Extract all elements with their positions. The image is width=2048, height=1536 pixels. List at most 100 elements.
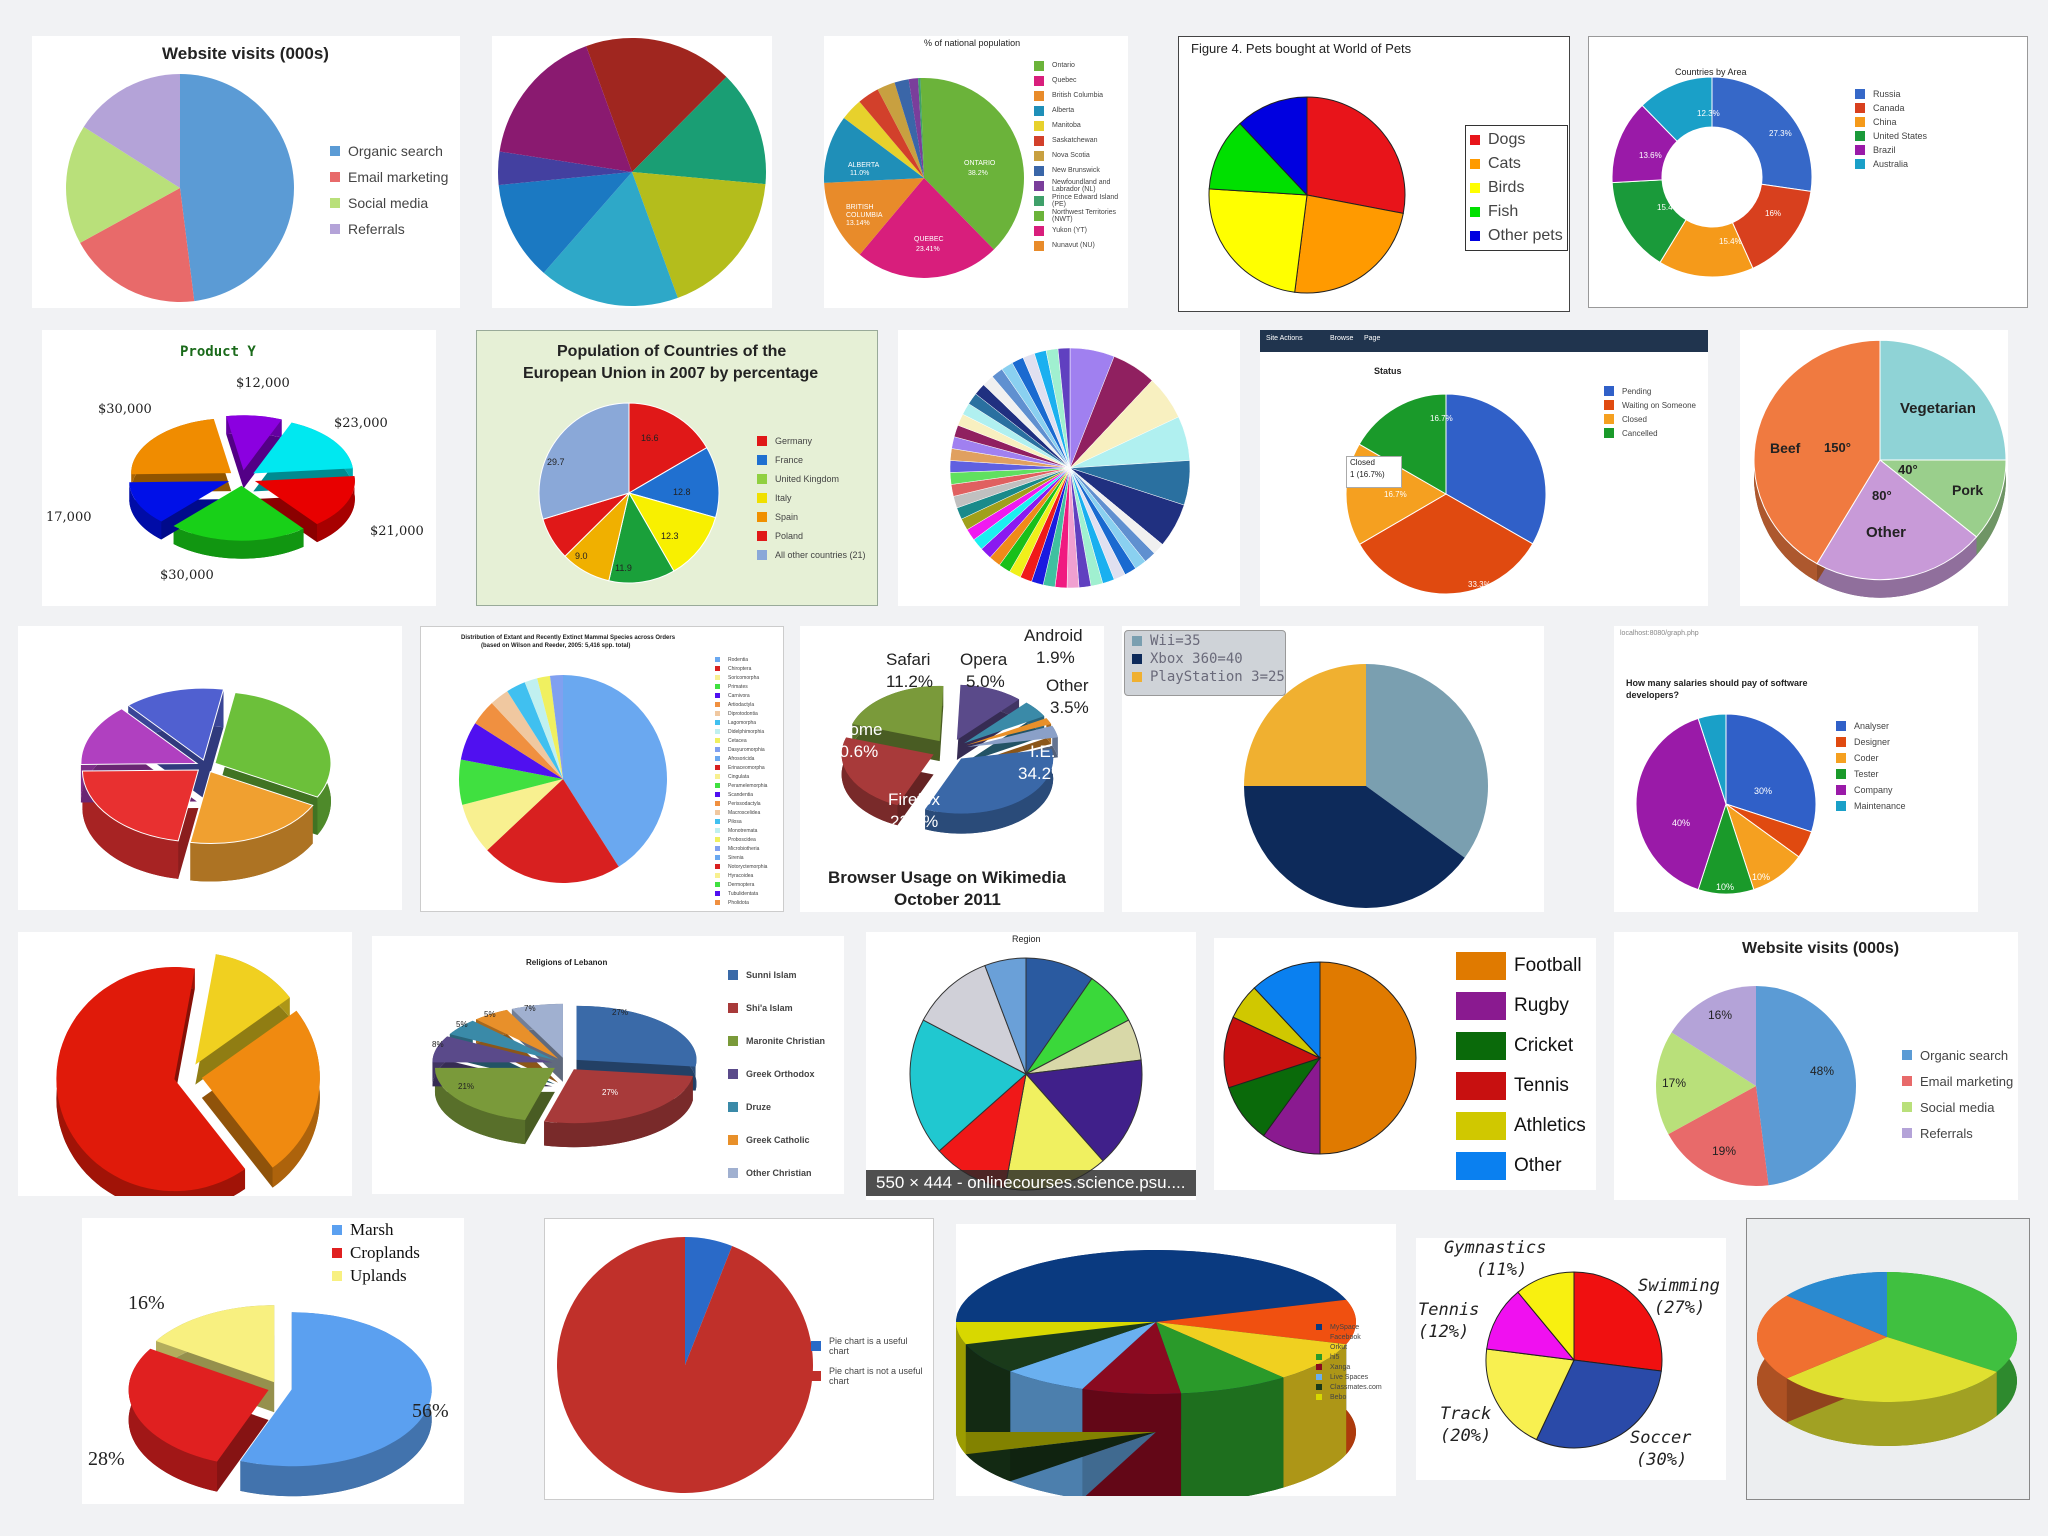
- pie-slice[interactable]: [925, 748, 1054, 814]
- pie-slice[interactable]: [201, 1010, 320, 1168]
- pie-slice[interactable]: [254, 475, 355, 525]
- pie-slice[interactable]: [966, 718, 1052, 746]
- pie-slice[interactable]: [859, 178, 994, 278]
- pie-slice[interactable]: [1671, 986, 1756, 1086]
- pie-slice[interactable]: [475, 1009, 559, 1059]
- pie-slice[interactable]: [537, 675, 563, 779]
- pie-slice[interactable]: [1208, 188, 1308, 293]
- pie-slice[interactable]: [576, 1005, 697, 1067]
- pie-slice[interactable]: [1366, 664, 1488, 858]
- pie-slice[interactable]: [173, 485, 304, 541]
- pie-slice[interactable]: [627, 492, 717, 572]
- pie-slice[interactable]: [956, 1250, 1347, 1322]
- thumb-many-slices[interactable]: [898, 330, 1240, 606]
- pie-slice[interactable]: [189, 770, 314, 844]
- thumb-region[interactable]: Region 550 × 444 - onlinecourses.science…: [866, 932, 1196, 1200]
- pie-slice[interactable]: [498, 172, 632, 273]
- pie-slice[interactable]: [1156, 1322, 1284, 1394]
- pie-slice[interactable]: [1253, 961, 1321, 1060]
- pie-slice[interactable]: [859, 89, 924, 178]
- pie-slice[interactable]: [824, 178, 924, 255]
- pie-slice[interactable]: [965, 1322, 1156, 1372]
- pie-slice[interactable]: [1082, 1322, 1182, 1394]
- pie-slice[interactable]: [511, 1003, 563, 1058]
- pie-slice[interactable]: [491, 691, 563, 779]
- pie-slice[interactable]: [685, 1237, 733, 1365]
- pie-slice[interactable]: [507, 682, 563, 779]
- thumb-browser-usage[interactable]: Android 1.9% Safari 11.2% Opera 5.0% Oth…: [800, 626, 1104, 912]
- pie-slice[interactable]: [852, 685, 944, 742]
- pie-slice[interactable]: [1517, 1271, 1575, 1362]
- thumb-useful-chart[interactable]: Pie chart is a useful chart Pie chart is …: [544, 1218, 934, 1500]
- pie-slice[interactable]: [449, 1020, 555, 1061]
- pie-slice[interactable]: [1294, 194, 1404, 294]
- pie-slice[interactable]: [524, 678, 563, 779]
- pie-slice[interactable]: [66, 126, 180, 243]
- pie-slice[interactable]: [1486, 1291, 1576, 1361]
- pie-slice[interactable]: [1756, 986, 1857, 1186]
- pie-slice[interactable]: [1208, 122, 1309, 196]
- pie-slice[interactable]: [1816, 459, 1978, 581]
- pie-slice[interactable]: [627, 446, 720, 519]
- pie-slice[interactable]: [1641, 76, 1713, 142]
- pie-slice[interactable]: [432, 1036, 553, 1063]
- pie-slice[interactable]: [80, 708, 199, 765]
- thumb-sports[interactable]: Football Rugby Cricket Tennis Athletics Other: [1214, 938, 1596, 1190]
- pie-slice[interactable]: [956, 1322, 1156, 1345]
- thumb-countries-area[interactable]: Countries by Area Russia Canada China Unite…: [1588, 36, 2028, 308]
- pie-slice[interactable]: [1535, 1359, 1662, 1449]
- pie-slice[interactable]: [1358, 393, 1447, 495]
- pie-slice[interactable]: [1485, 1348, 1575, 1441]
- pie-slice[interactable]: [563, 675, 667, 867]
- pie-slice[interactable]: [1024, 1059, 1143, 1162]
- thumb-mammal-species[interactable]: Distribution of Extant and Recently Exti…: [420, 626, 784, 912]
- pie-slice[interactable]: [1358, 493, 1534, 595]
- pie-slice[interactable]: [557, 1237, 813, 1493]
- pie-slice[interactable]: [917, 78, 924, 178]
- pie-slice[interactable]: [1306, 96, 1406, 214]
- thumb-pie-2[interactable]: [492, 36, 772, 308]
- pie-slice[interactable]: [1445, 393, 1547, 545]
- pie-slice[interactable]: [83, 74, 180, 188]
- thumb-religions-lebanon[interactable]: Religions of Lebanon Sunni Islam Shi'a Is…: [372, 936, 844, 1194]
- thumb-eu-population[interactable]: Population of Countries of the European …: [476, 330, 878, 606]
- pie-slice[interactable]: [909, 1019, 1027, 1152]
- pie-slice[interactable]: [1319, 961, 1417, 1155]
- pie-slice[interactable]: [1878, 459, 2007, 538]
- pie-slice[interactable]: [1244, 786, 1465, 908]
- pie-slice[interactable]: [1725, 713, 1817, 833]
- pie-slice[interactable]: [240, 1312, 432, 1467]
- thumb-pets[interactable]: Figure 4. Pets bought at World of Pets D…: [1178, 36, 1570, 312]
- pie-slice[interactable]: [129, 481, 230, 522]
- tab-page[interactable]: Page: [1364, 335, 1381, 342]
- tab-browse[interactable]: Browse: [1330, 335, 1354, 342]
- thumb-land-use[interactable]: Marsh Croplands Uplands 16% 56% 28%: [82, 1218, 464, 1504]
- pie-slice[interactable]: [1156, 1322, 1347, 1378]
- pie-slice[interactable]: [1757, 1295, 1887, 1379]
- pie-slice[interactable]: [1223, 1016, 1322, 1089]
- pie-slice[interactable]: [1786, 1272, 1887, 1337]
- pie-slice[interactable]: [1887, 1272, 2017, 1372]
- thumb-sports-handwritten[interactable]: Gymnastics (11%) Swimming (27%) Tennis (…: [1416, 1238, 1726, 1480]
- pie-slice[interactable]: [538, 402, 630, 520]
- pie-slice[interactable]: [1635, 717, 1727, 891]
- pie-slice[interactable]: [549, 675, 563, 779]
- pie-slice[interactable]: [475, 703, 563, 779]
- pie-slice[interactable]: [226, 415, 282, 471]
- pie-slice[interactable]: [131, 418, 232, 475]
- pie-slice[interactable]: [127, 687, 225, 761]
- pie-slice[interactable]: [1057, 347, 1071, 469]
- url-bar[interactable]: localhost:8080/graph.php: [1620, 630, 1699, 637]
- pie-slice[interactable]: [1668, 1086, 1769, 1186]
- pie-slice[interactable]: [460, 723, 563, 779]
- pie-slice[interactable]: [586, 38, 727, 172]
- pie-slice[interactable]: [608, 491, 675, 584]
- thumb-3d-pie-glossy[interactable]: [18, 626, 402, 910]
- thumb-product-y[interactable]: Product Y $12,000 $30,000 $23,000 17,000…: [42, 330, 436, 606]
- pie-slice[interactable]: [843, 101, 924, 178]
- pie-slice[interactable]: [967, 725, 1058, 747]
- pie-slice[interactable]: [1711, 76, 1813, 192]
- pie-slice[interactable]: [1156, 1299, 1356, 1345]
- pie-slice[interactable]: [632, 172, 766, 298]
- pie-slice[interactable]: [195, 954, 290, 1065]
